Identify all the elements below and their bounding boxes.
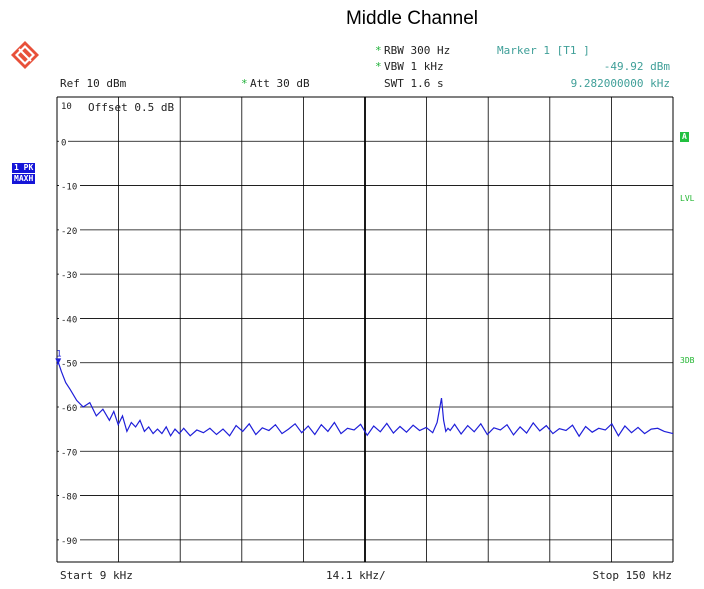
vbw-readout: VBW 1 kHz [384,60,444,73]
rbw-readout: RBW 300 Hz [384,44,451,57]
marker-1-label: 1 [56,349,61,359]
marker-frequency: 9.282000000 kHz [570,77,670,90]
rohde-schwarz-logo [11,41,39,69]
vbw-star: * [375,60,382,73]
ref-level: Ref 10 dBm [60,77,127,90]
y-tick-label-bg [59,224,80,236]
trace-a-tag: A [680,132,689,142]
trace-1pk-tag: 1 PK [12,163,36,173]
rbw-star: * [375,44,382,57]
att-star: * [241,77,248,90]
marker-1-symbol [55,358,62,365]
y-tick-label-bg [59,357,80,369]
y-tick-label-bg [59,490,80,502]
y-tick-label: 10 [61,102,72,112]
y-tick-label-bg [59,402,80,413]
y-tick-label: -80 [61,493,77,503]
trace-maxh-tag: MAXH [12,174,36,184]
marker-level: -49.92 dBm [603,60,670,73]
spectrum-trace [56,360,674,438]
swt-readout: SWT 1.6 s [384,77,444,90]
3db-tag: 3DB [680,356,695,365]
span-per-division: 14.1 kHz/ [326,569,386,582]
y-tick-label-bg [59,446,80,458]
y-tick-label: -90 [61,537,77,547]
attenuation: Att 30 dB [250,77,310,90]
start-frequency: Start 9 kHz [60,569,133,582]
y-tick-label-bg [59,180,80,192]
y-tick-label: -10 [61,183,77,193]
y-tick-labels: 10 0 -10 -20 -30 -40 -50 -60 -70 -80 -90 [59,100,80,547]
y-tick-label: -20 [61,227,77,237]
y-tick-label-bg [59,100,74,111]
y-tick-label: -70 [61,448,77,458]
marker-label: Marker 1 [T1 ] [497,44,590,57]
y-tick-label-bg [59,136,68,148]
offset-readout: Offset 0.5 dB [88,101,175,114]
y-tick-label-bg [59,313,80,325]
y-tick-label-bg [59,534,80,546]
y-tick-label: -30 [61,271,77,281]
lvl-tag: LVL [680,194,695,203]
y-tick-label: -40 [61,315,77,325]
y-tick-label: -60 [61,404,77,414]
marker-1: 1 [55,349,62,365]
y-tick-label: -50 [61,360,77,370]
chart-title: Middle Channel [345,8,479,29]
stop-frequency: Stop 150 kHz [592,569,672,582]
plot-grid [56,96,674,563]
y-tick-label: 0 [61,138,66,148]
y-tick-label-bg [59,269,80,281]
